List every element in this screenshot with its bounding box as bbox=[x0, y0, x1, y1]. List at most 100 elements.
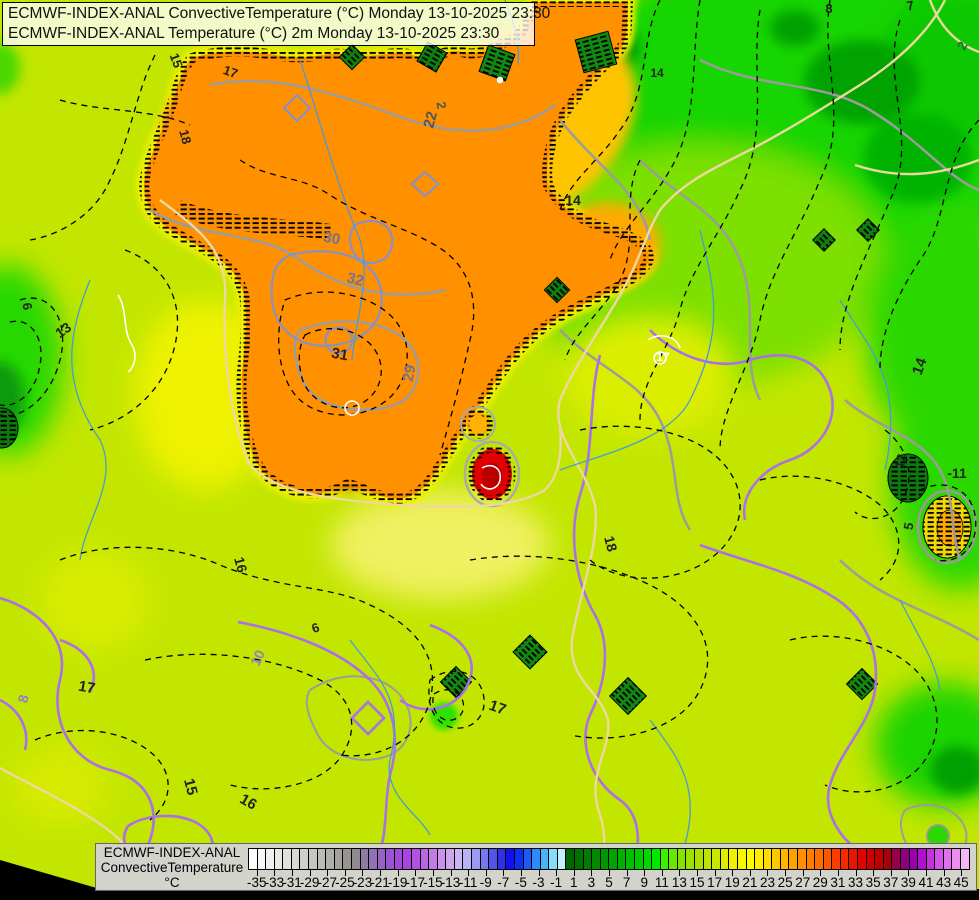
colorbar-cell bbox=[283, 849, 292, 869]
colorbar-cell bbox=[480, 849, 490, 869]
colorbar-cell bbox=[900, 849, 910, 869]
colorbar-cell bbox=[755, 849, 764, 869]
colorbar-tick-label: 7 bbox=[622, 875, 631, 890]
colorbar-cell bbox=[266, 849, 275, 869]
colorbar-cell bbox=[935, 849, 944, 869]
title-box: ECMWF-INDEX-ANAL ConvectiveTemperature (… bbox=[2, 2, 550, 46]
contour-label: 10 bbox=[247, 647, 268, 668]
colorbar-cell bbox=[703, 849, 713, 869]
colorbar-cell bbox=[514, 849, 524, 869]
colorbar-tick-label: 17 bbox=[707, 875, 723, 890]
colorbar-tick bbox=[925, 870, 927, 876]
colorbar-cell bbox=[737, 849, 747, 869]
colorbar-cell bbox=[720, 849, 730, 869]
colorbar-cell bbox=[429, 849, 438, 869]
colorbar-tick bbox=[380, 870, 382, 876]
colorbar-cell bbox=[437, 849, 447, 869]
contour-label: 31 bbox=[330, 345, 349, 365]
colorbar-tick-label: -15 bbox=[423, 875, 443, 890]
colorbar-tick bbox=[679, 870, 681, 876]
colorbar-tick bbox=[873, 870, 875, 876]
colorbar-cell bbox=[926, 849, 936, 869]
colorbar-tick-label: 43 bbox=[936, 875, 952, 890]
colorbar-tick-label: 31 bbox=[830, 875, 846, 890]
contour-label: 16 bbox=[231, 555, 251, 574]
contour-label: 18 bbox=[176, 128, 194, 146]
contour-label: 6 bbox=[309, 619, 321, 636]
colorbar-cell bbox=[875, 849, 884, 869]
colorbar-tick bbox=[837, 870, 839, 876]
colorbar-tick-label: 15 bbox=[689, 875, 705, 890]
colorbar-cell bbox=[815, 849, 824, 869]
white-contours bbox=[117, 76, 681, 416]
colorbar-tick-label: 41 bbox=[918, 875, 934, 890]
colorbar-cell bbox=[377, 849, 387, 869]
colorbar-tick-label: -13 bbox=[440, 875, 461, 890]
colorbar-tick bbox=[855, 870, 857, 876]
colorbar-cell bbox=[583, 849, 593, 869]
colorbar-cell bbox=[729, 849, 738, 869]
colorbar-cell bbox=[798, 849, 807, 869]
contour-label: -11 bbox=[947, 465, 967, 481]
colorbar-cell bbox=[592, 849, 601, 869]
colorbar-tick-label: -21 bbox=[370, 875, 390, 890]
colorbar-tick bbox=[626, 870, 628, 876]
colorbar-cell bbox=[300, 849, 310, 869]
colorbar-cell bbox=[566, 849, 575, 869]
colorbar-scale: -35 -33 -31 -29 -27 -25 -23 -21 -19 -17 -15 -13 -11-… bbox=[247, 870, 970, 892]
colorbar-tick-label: -25 bbox=[335, 875, 355, 890]
colorbar-cell bbox=[506, 849, 515, 869]
colorbar-cell bbox=[677, 849, 687, 869]
colorbar-tick-label: -11 bbox=[458, 875, 478, 890]
colorbar-tick-label: -19 bbox=[387, 875, 408, 890]
colorbar-cell bbox=[411, 849, 421, 869]
colorbar-cell bbox=[669, 849, 678, 869]
colorbar-cell bbox=[652, 849, 661, 869]
colorbar-tick bbox=[820, 870, 822, 876]
colorbar-tick bbox=[591, 870, 593, 876]
colorbar-cell bbox=[523, 849, 533, 869]
colorbar-tick-label: -9 bbox=[479, 875, 492, 890]
inner-hatch-band bbox=[175, 200, 332, 240]
colorbar-cell bbox=[883, 849, 893, 869]
colorbar-cell bbox=[557, 849, 567, 869]
colorbar-tick-label: 19 bbox=[724, 875, 740, 890]
colorbar-cell bbox=[249, 849, 258, 869]
colorbar-tick bbox=[943, 870, 945, 876]
colorbar-cell bbox=[943, 849, 953, 869]
hatched-islets bbox=[0, 30, 978, 848]
colorbar-cell bbox=[369, 849, 378, 869]
colorbar-cell bbox=[540, 849, 550, 869]
contour-label: 6 bbox=[19, 301, 35, 311]
colorbar-tick bbox=[697, 870, 699, 876]
colorbar-tick bbox=[908, 870, 910, 876]
colorbar-cell bbox=[712, 849, 721, 869]
colorbar-tick-label: -23 bbox=[352, 875, 373, 890]
colorbar-tick bbox=[802, 870, 804, 876]
colorbar-tick bbox=[890, 870, 892, 876]
colorbar-tick-label: -31 bbox=[282, 875, 302, 890]
colorbar-tick-label: 9 bbox=[640, 875, 648, 890]
colorbar-cell bbox=[549, 849, 558, 869]
warm-region bbox=[136, 0, 660, 507]
colorbar-cell bbox=[532, 849, 541, 869]
colorbar-tick bbox=[503, 870, 505, 876]
colorbar-tick-label: 21 bbox=[742, 875, 758, 890]
colorbar-cell bbox=[326, 849, 335, 869]
colorbar-cell bbox=[394, 849, 404, 869]
contour-label: 14 bbox=[565, 192, 581, 208]
legend-panel: ECMWF-INDEX-ANAL ConvectiveTemperature °… bbox=[95, 843, 977, 891]
contour-label: 5 bbox=[901, 521, 917, 531]
colorbar-tick-label: 3 bbox=[587, 875, 596, 890]
legend-colorbar: -35 -33 -31 -29 -27 -25 -23 -21 -19 -17 -15 -13 -11-… bbox=[247, 848, 970, 892]
colorbar-tick bbox=[661, 870, 663, 876]
colorbar-cell bbox=[635, 849, 644, 869]
colorbar-cell bbox=[823, 849, 833, 869]
colorbar-tick bbox=[292, 870, 294, 876]
colorbar-cell bbox=[960, 849, 969, 869]
colorbar-cell bbox=[446, 849, 455, 869]
colorbar-tick bbox=[538, 870, 540, 876]
colorbar-cell bbox=[257, 849, 267, 869]
contour-label: 15 bbox=[167, 51, 186, 70]
